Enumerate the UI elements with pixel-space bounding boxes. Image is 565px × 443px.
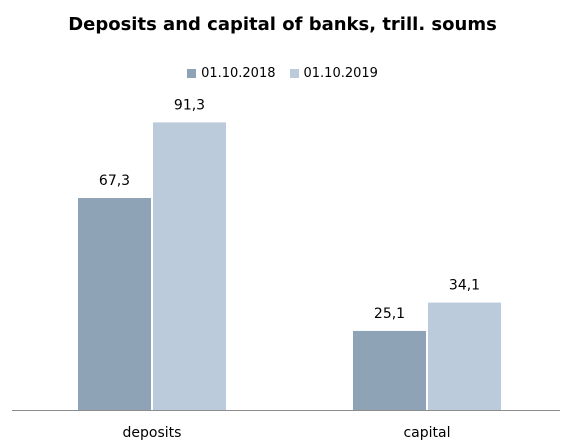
bar-capital-series-1	[353, 330, 426, 410]
legend-item-series-1: 01.10.2018	[187, 66, 276, 81]
value-label-deposits-series-1: 67,3	[99, 173, 130, 189]
labels-layer: 67,3 91,3 deposits 25,1 34,1 capital	[99, 97, 480, 441]
bar-capital-series-2	[428, 302, 501, 410]
category-label-capital: capital	[403, 425, 450, 441]
value-label-capital-series-2: 34,1	[449, 278, 480, 294]
legend-item-series-2: 01.10.2019	[289, 66, 378, 81]
value-label-deposits-series-2: 91,3	[174, 97, 205, 113]
legend-label-series-2: 01.10.2019	[303, 66, 378, 81]
bars-layer	[78, 122, 501, 410]
bar-deposits-series-2	[153, 122, 226, 410]
legend-swatch-series-1	[187, 69, 197, 78]
value-label-capital-series-1: 25,1	[374, 306, 405, 322]
bar-deposits-series-1	[78, 198, 151, 410]
legend-swatch-series-2	[289, 69, 299, 78]
legend: 01.10.2018 01.10.2019	[0, 66, 565, 81]
chart-title: Deposits and capital of banks, trill. so…	[68, 14, 497, 35]
legend-label-series-1: 01.10.2018	[201, 66, 276, 81]
category-label-deposits: deposits	[123, 425, 182, 441]
